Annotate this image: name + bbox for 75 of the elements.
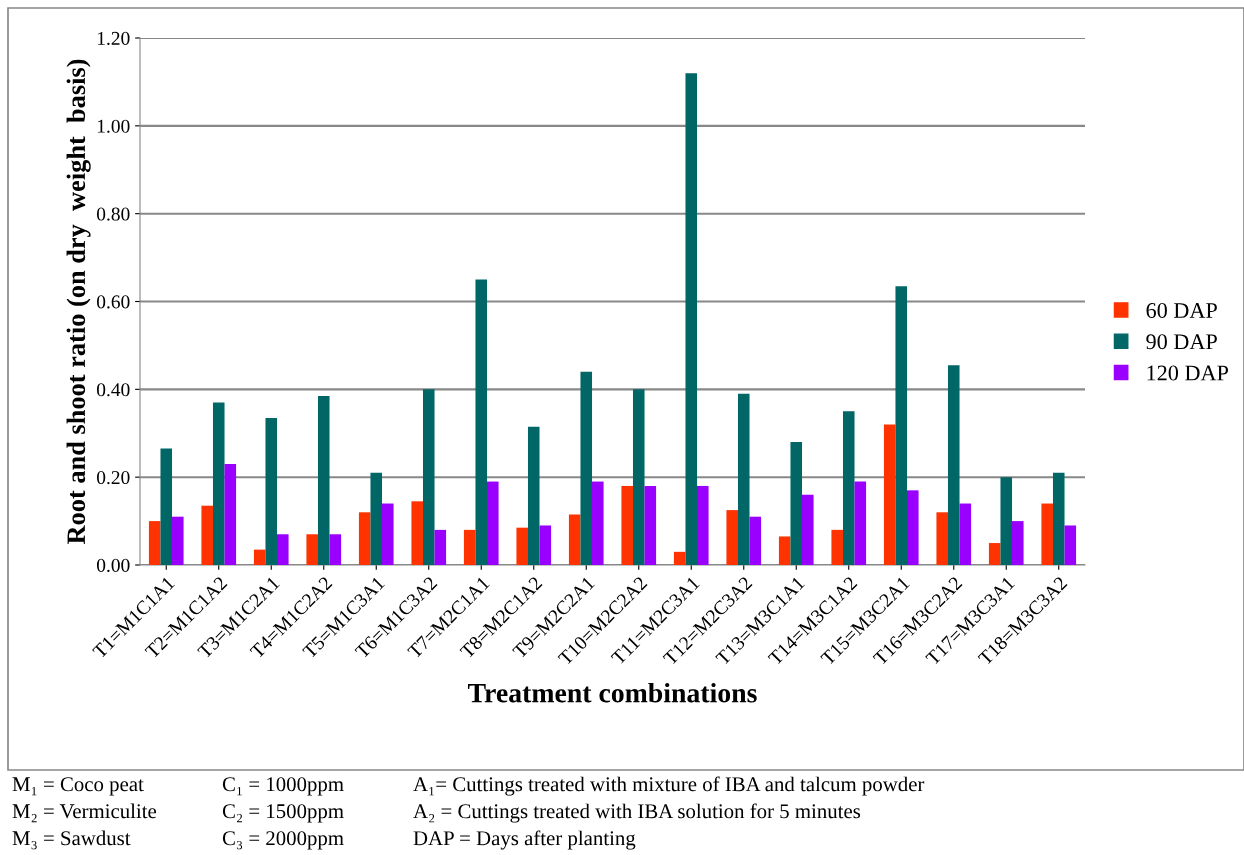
bar (475, 279, 488, 565)
y-tick-label: 0.00 (96, 558, 130, 573)
bar (907, 490, 919, 565)
y-tick-label: 0.80 (96, 207, 130, 221)
bar (201, 505, 213, 565)
bar (673, 551, 686, 565)
text: M₂ = Vermiculite (12, 803, 157, 823)
bar (802, 494, 814, 565)
x-axis-title: Treatment combinations (468, 682, 757, 703)
bar (697, 485, 709, 565)
bar (516, 527, 528, 565)
y-tick-label: 1.20 (97, 31, 130, 46)
bar (947, 365, 960, 565)
bar (527, 426, 540, 565)
bar (160, 448, 173, 565)
text: C₃ = 2000ppm (222, 831, 344, 850)
y-axis-title: Root and shoot ratio (on dry weight basis) (66, 59, 91, 545)
bar (632, 389, 645, 565)
bar (329, 534, 342, 565)
bar (306, 534, 318, 565)
bar (644, 485, 657, 565)
text: A₂ = Cuttings treated with IBA solution for 5 minutes (413, 803, 861, 823)
bar (568, 514, 581, 565)
bar (265, 417, 278, 565)
bar (737, 393, 750, 565)
y-tick-label: 1.00 (97, 119, 130, 133)
bar (224, 463, 237, 565)
bar (382, 503, 394, 565)
bar (883, 424, 896, 565)
bar (580, 371, 593, 565)
y-tick-label: 0.20 (96, 470, 130, 485)
y-tick-label: 0.60 (96, 295, 130, 309)
text: C₂ = 1500ppm (222, 804, 344, 823)
bar (959, 503, 972, 565)
bar (749, 516, 762, 565)
bar (895, 286, 908, 565)
bar (317, 395, 330, 565)
legend-label: 90 DAP (1146, 334, 1217, 350)
text: M₁ = Coco peat (12, 777, 144, 796)
bar (1052, 472, 1065, 565)
bar (487, 481, 499, 565)
text: M₃ = Sawdust (12, 830, 131, 850)
bar (621, 485, 633, 565)
text: DAP = Days after planting (413, 830, 636, 850)
bar (1064, 525, 1077, 565)
bar (172, 516, 184, 565)
y-tick-label: 0.40 (96, 383, 130, 397)
bar (1041, 503, 1053, 565)
bar (253, 549, 266, 565)
legend-label: 60 DAP (1146, 302, 1217, 318)
bar (988, 543, 1001, 565)
bar (1000, 477, 1013, 565)
bar (358, 512, 371, 565)
bar (854, 481, 867, 565)
bar (592, 481, 604, 565)
bar (411, 501, 423, 565)
bar (726, 510, 738, 565)
bar (1012, 521, 1024, 565)
bar (778, 536, 791, 565)
bar (539, 525, 552, 565)
bar (212, 402, 225, 565)
bar (842, 411, 855, 565)
bar (370, 472, 383, 565)
bar (422, 389, 435, 565)
text: C₁ = 1000ppm (222, 777, 344, 796)
bar (831, 529, 843, 565)
bar (148, 521, 161, 565)
text: A₁= Cuttings treated with mixture of IBA and talcum powder (413, 776, 925, 796)
bar (277, 534, 289, 565)
bar (463, 529, 476, 565)
bar (790, 442, 803, 565)
bar (434, 529, 447, 565)
bar (936, 512, 948, 565)
bar (685, 73, 698, 565)
legend-label: 120 DAP (1147, 365, 1229, 381)
